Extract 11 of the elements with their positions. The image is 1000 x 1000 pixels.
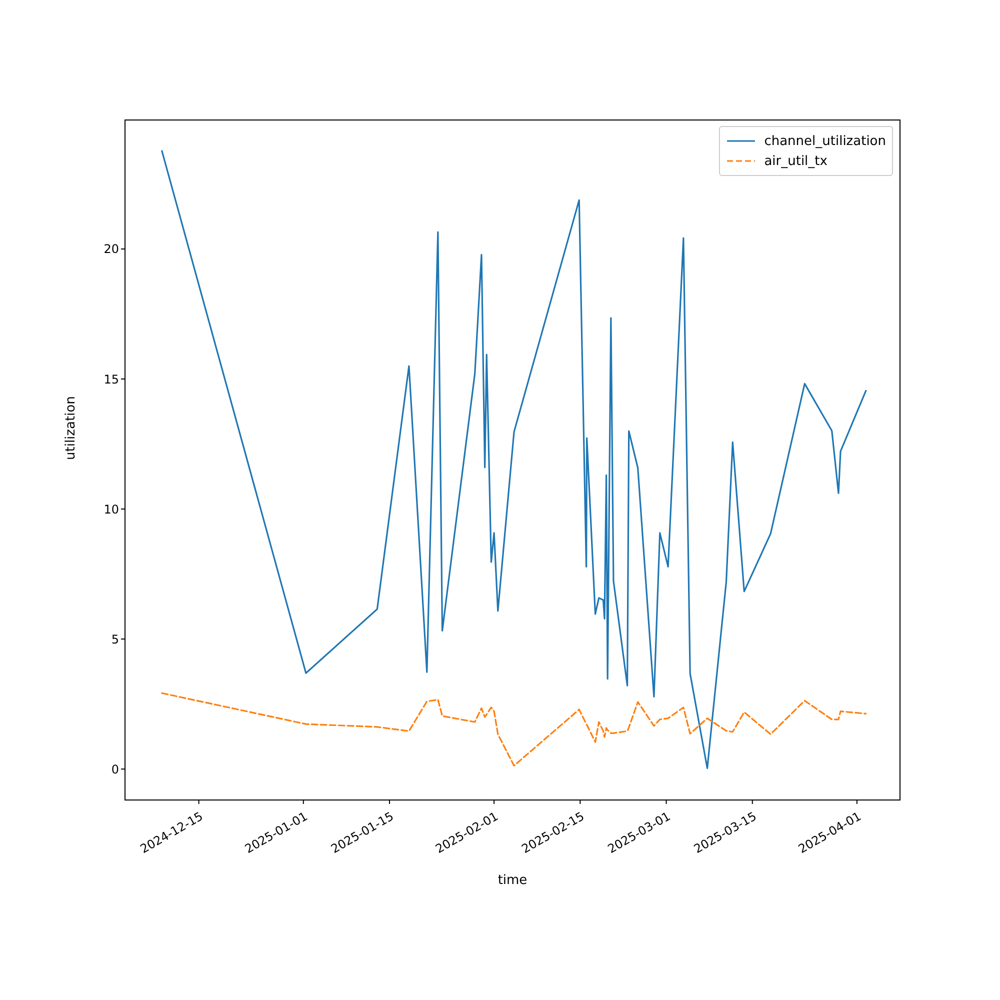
y-tick-label: 15	[104, 372, 119, 386]
y-tick-label: 10	[104, 502, 119, 516]
y-axis-title: utilization	[64, 396, 79, 460]
line-series	[161, 150, 867, 770]
line-series	[161, 692, 867, 766]
y-tick-label: 20	[104, 242, 119, 256]
legend-label: air_util_tx	[764, 154, 828, 168]
legend-label: channel_utilization	[764, 134, 886, 148]
y-tick-label: 5	[111, 632, 119, 646]
x-axis-title: time	[498, 873, 528, 888]
y-tick-label: 0	[111, 762, 119, 776]
